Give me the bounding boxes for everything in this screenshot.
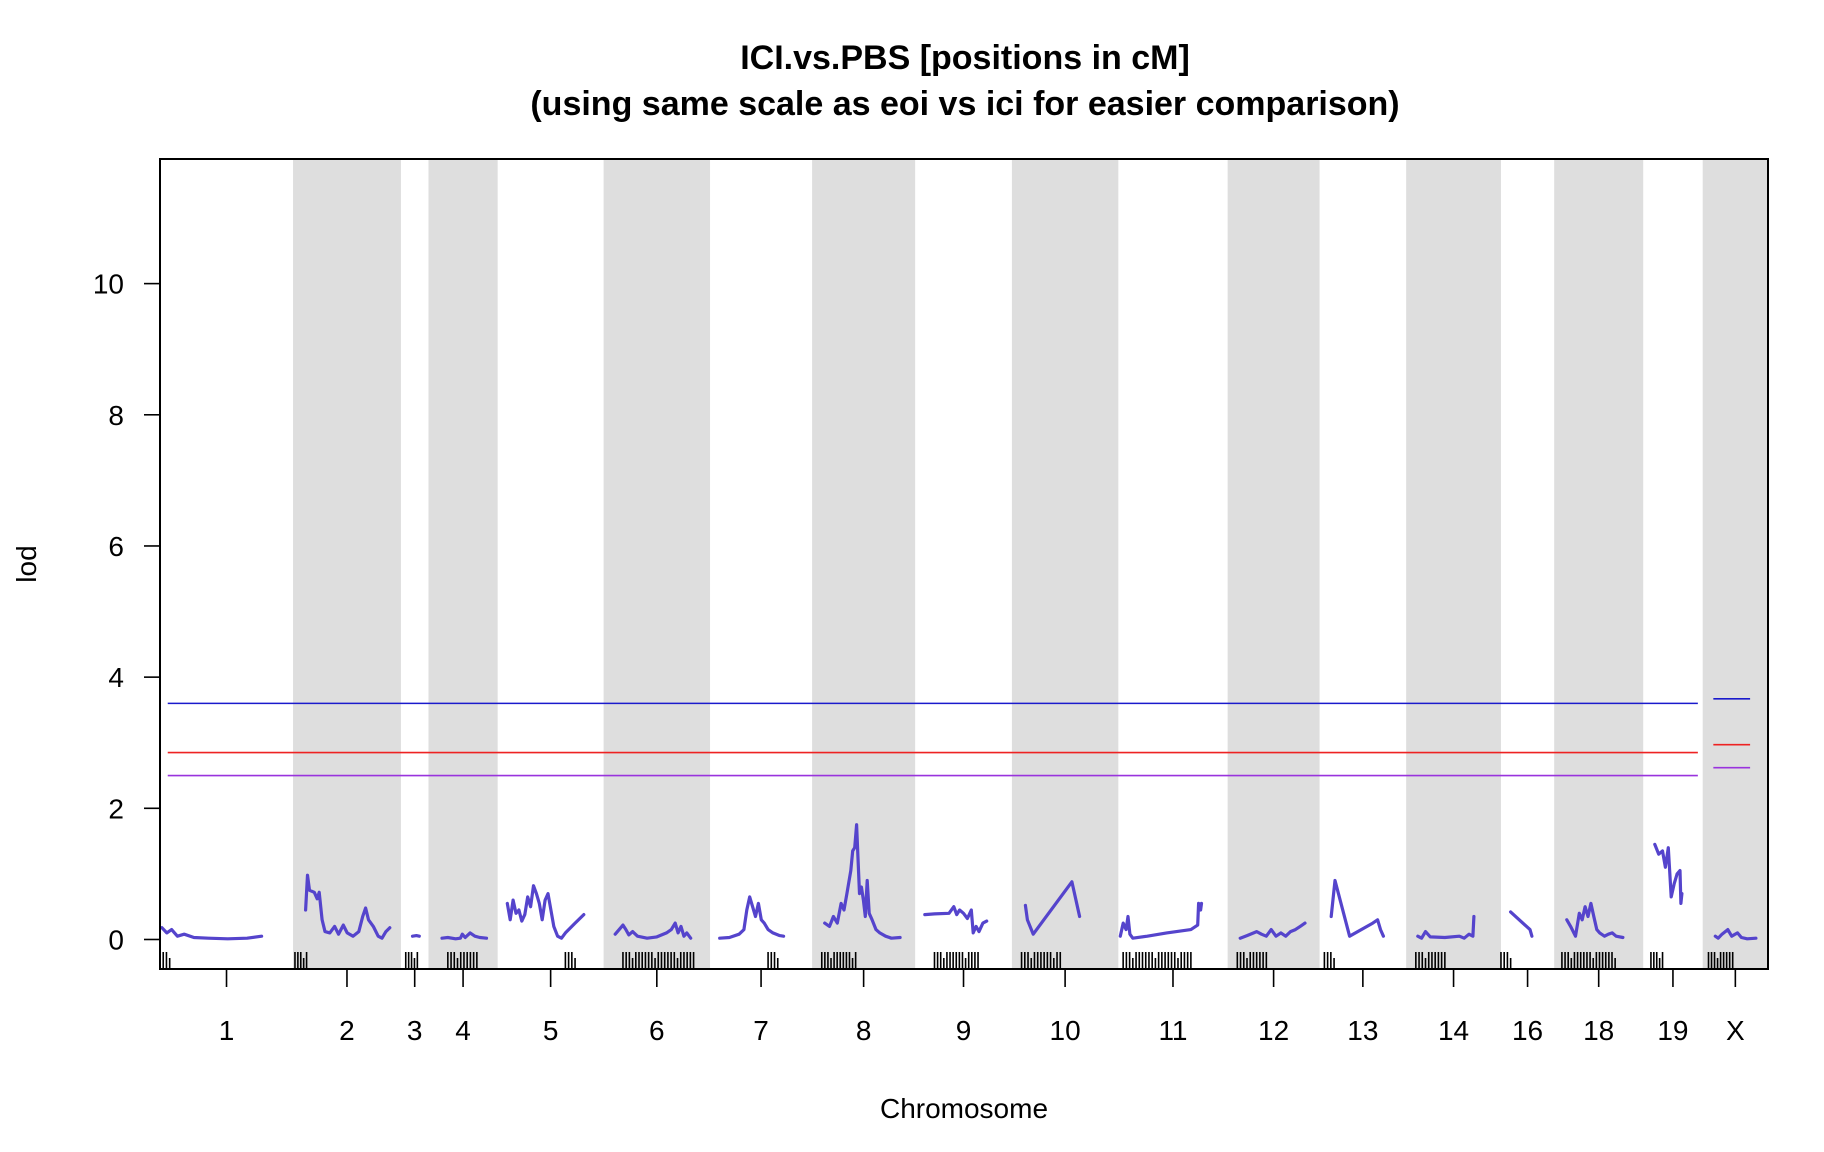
band-chr-6 [603,159,711,969]
x-tick-label-chr-14: 14 [1438,1015,1469,1046]
y-axis: 0 2 4 6 8 10 [93,269,160,955]
y-tick-label: 4 [108,662,124,693]
x-tick-label-chr-12: 12 [1258,1015,1289,1046]
lod-line-chr-5 [505,884,586,940]
lod-line-chr-12 [1238,921,1307,940]
y-tick-label: 0 [108,924,124,955]
lod-line-chr-3 [410,934,421,938]
x-tick-label-chr-8: 8 [856,1015,872,1046]
lod-line-chr-16 [1509,910,1534,938]
band-chr-8 [812,159,916,969]
threshold-lines [167,697,1751,777]
lod-line-chr-4 [440,931,489,941]
chromosome-bands [293,159,1768,969]
x-tick-label-chr-11: 11 [1158,1015,1187,1046]
band-chr-14 [1406,159,1501,969]
lod-line-chr-11 [1118,901,1204,940]
x-tick-label-chr-16: 16 [1512,1015,1543,1046]
lod-line-chr-8 [823,823,902,940]
x-tick-label-chr-5: 5 [543,1015,559,1046]
y-axis-label: lod [11,545,42,582]
y-tick-label: 10 [93,269,124,300]
band-chr-10 [1011,159,1119,969]
x-tick-label-chr-19: 19 [1657,1015,1688,1046]
lod-curves [160,823,1758,941]
x-tick-label-chr-2: 2 [339,1015,355,1046]
lod-line-chr-7 [718,895,786,940]
x-tick-label-chr-10: 10 [1050,1015,1081,1046]
lod-line-chr-6 [613,921,693,940]
band-chr-18 [1554,159,1644,969]
chart-subtitle: (using same scale as eoi vs ici for easi… [530,85,1399,123]
lod-line-chr-9 [923,905,989,935]
lod-line-chr-X [1713,928,1758,941]
x-tick-label-chr-9: 9 [956,1015,972,1046]
chart-title: ICI.vs.PBS [positions in cM] [740,39,1190,77]
x-tick-label-chr-3: 3 [407,1015,423,1046]
band-chr-X [1702,159,1768,969]
lod-line-chr-14 [1416,914,1476,940]
x-tick-label-chr-13: 13 [1347,1015,1378,1046]
plot-frame [159,158,1769,970]
y-tick-label: 2 [108,793,124,824]
x-tick-label-chr-1: 1 [219,1015,235,1046]
band-chr-2 [293,159,401,969]
lod-line-chr-1 [160,926,264,941]
x-tick-label-chr-4: 4 [455,1015,471,1046]
x-tick-label-chr-18: 18 [1583,1015,1614,1046]
x-axis-label: Chromosome [880,1093,1048,1124]
x-tick-label-chr-6: 6 [649,1015,665,1046]
lod-line-chr-2 [304,873,392,940]
lod-line-chr-18 [1565,901,1625,940]
band-chr-12 [1227,159,1320,969]
lod-line-chr-19 [1653,842,1684,905]
x-tick-label-chr-X: X [1726,1015,1745,1046]
x-tick-label-chr-7: 7 [753,1015,769,1046]
x-axis: 1 2 3 4 5 6 7 8 9 10 11 12 13 14 16 18 19 X [219,969,1745,1046]
marker-rug [159,952,1734,968]
lod-line-chr-10 [1023,880,1082,936]
y-tick-label: 6 [108,531,124,562]
band-chr-4 [428,159,498,969]
lod-line-chr-13 [1329,878,1385,938]
y-tick-label: 8 [108,400,124,431]
